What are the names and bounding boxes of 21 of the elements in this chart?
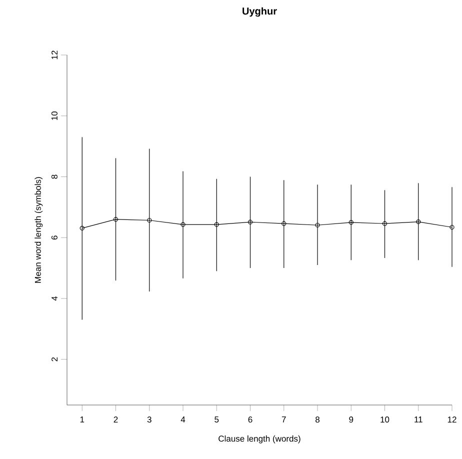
x-tick-label: 9	[349, 416, 354, 423]
y-tick-label: 10	[51, 111, 58, 120]
x-tick-label: 8	[316, 416, 320, 423]
chart-title: Uyghur	[242, 7, 277, 17]
x-tick-label: 6	[248, 416, 252, 423]
x-tick-label: 10	[380, 416, 390, 423]
x-tick-label: 3	[147, 416, 152, 423]
x-tick-label: 7	[282, 416, 286, 422]
x-tick-label: 2	[114, 416, 118, 422]
x-tick-label: 12	[448, 416, 456, 422]
x-tick-label: 5	[214, 416, 219, 422]
y-axis-title: Mean word length (symbols)	[34, 177, 43, 283]
x-tick-label: 4	[180, 416, 186, 422]
y-tick-label: 8	[51, 174, 58, 179]
y-tick-label: 2	[52, 357, 58, 362]
y-tick-label: 12	[52, 50, 58, 60]
x-tick-label: 1	[80, 416, 84, 422]
x-tick-label: 11	[414, 416, 422, 422]
y-tick-label: 6	[51, 236, 58, 240]
y-tick-label: 4	[52, 296, 58, 301]
x-axis-title: Clause length (words)	[218, 435, 300, 444]
